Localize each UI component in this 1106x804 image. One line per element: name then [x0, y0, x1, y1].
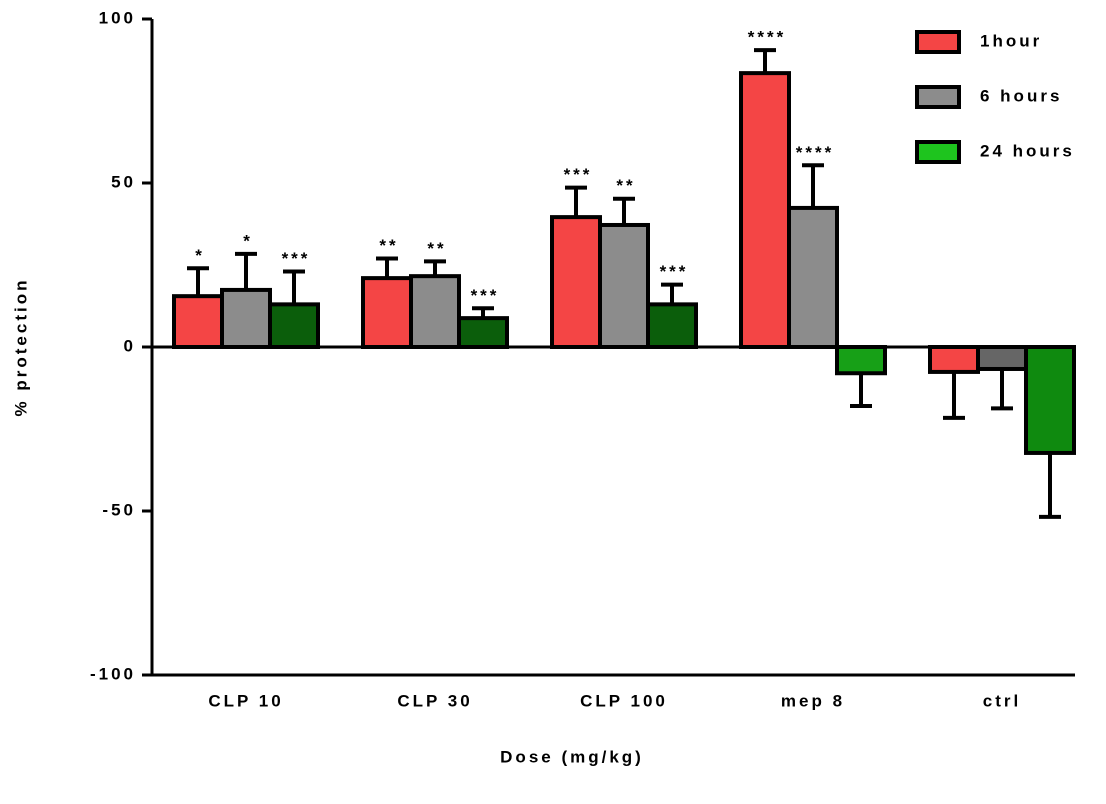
- y-tick-label: 100: [99, 8, 136, 27]
- bar: [646, 302, 698, 349]
- bar: [457, 316, 509, 349]
- significance-label: **: [379, 236, 398, 255]
- bar: [976, 345, 1028, 371]
- bar: [409, 274, 461, 350]
- legend-swatch: [915, 30, 961, 54]
- bar: [598, 222, 650, 349]
- significance-label: ***: [564, 165, 593, 184]
- y-tick-label: 50: [111, 172, 136, 191]
- significance-label: ***: [660, 262, 689, 281]
- bar: [739, 71, 791, 350]
- legend-label: 6 hours: [980, 86, 1062, 105]
- bar: [928, 345, 980, 374]
- bar: [361, 276, 413, 349]
- significance-label: *: [243, 231, 253, 250]
- x-tick-label: mep 8: [781, 691, 845, 710]
- x-tick-label: CLP 100: [580, 691, 668, 710]
- x-tick-label: CLP 30: [397, 691, 472, 710]
- bar: [550, 215, 602, 349]
- x-tick-label: ctrl: [983, 691, 1021, 710]
- x-axis-title: Dose (mg/kg): [500, 747, 644, 766]
- y-tick-label: -50: [102, 500, 136, 519]
- significance-label: **: [616, 176, 635, 195]
- bar: [835, 345, 887, 376]
- significance-label: *: [195, 246, 205, 265]
- significance-label: ***: [282, 249, 311, 268]
- legend-label: 1hour: [980, 31, 1042, 50]
- y-tick-label: 0: [124, 336, 136, 355]
- bar: [220, 287, 272, 350]
- bar: [1024, 345, 1076, 455]
- legend-swatch: [915, 85, 961, 109]
- significance-label: **: [427, 239, 446, 258]
- y-tick-label: -100: [90, 664, 136, 683]
- bar: [172, 294, 224, 350]
- bar: [787, 205, 839, 349]
- bar: [268, 302, 320, 349]
- significance-label: ***: [471, 286, 500, 305]
- x-tick-label: CLP 10: [208, 691, 283, 710]
- legend-label: 24 hours: [980, 141, 1075, 160]
- y-axis-title: % protection: [11, 278, 30, 417]
- significance-label: ****: [796, 143, 834, 162]
- significance-label: ****: [748, 28, 786, 47]
- legend-swatch: [915, 140, 961, 164]
